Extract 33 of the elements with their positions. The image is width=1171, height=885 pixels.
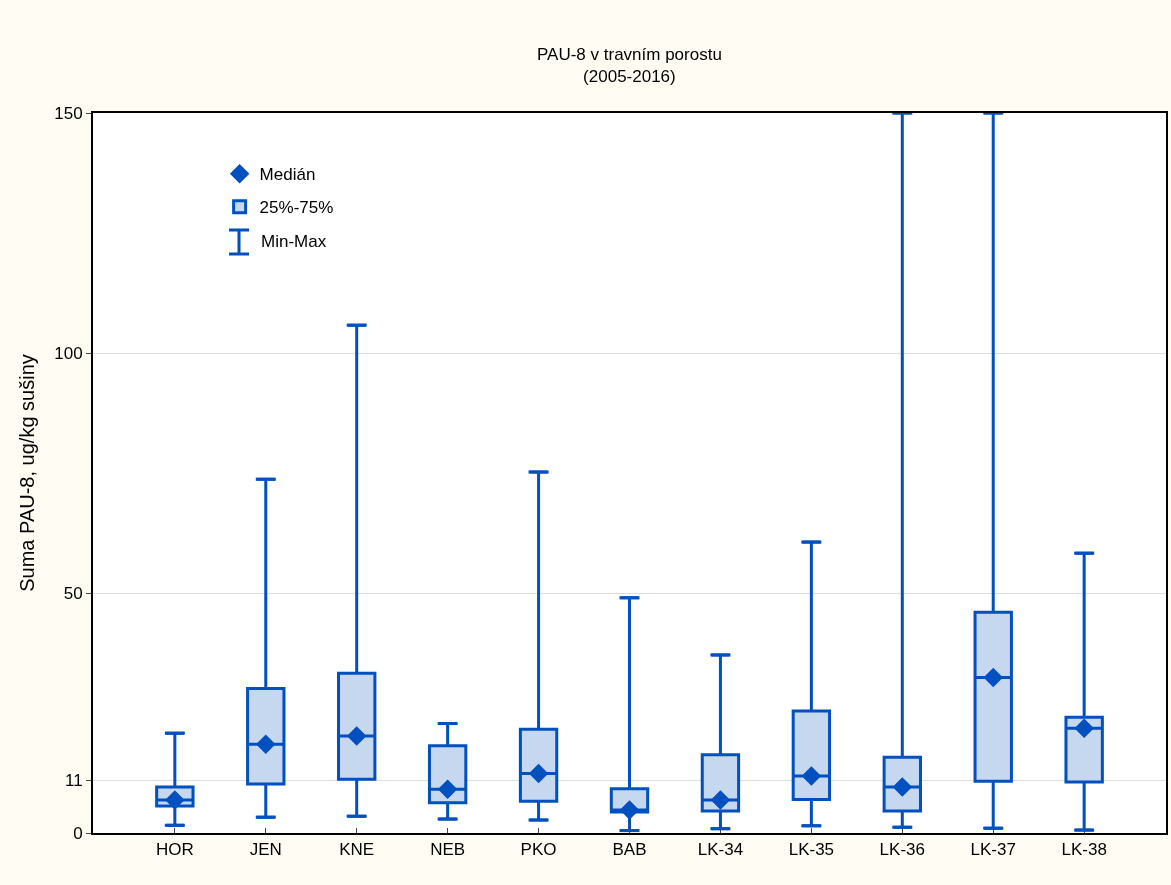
x-tick-label: LK-36	[879, 840, 925, 860]
point	[1074, 718, 1094, 739]
point	[710, 790, 731, 810]
point	[346, 726, 367, 746]
y-axis-title: Suma PAU-8, ug/kg sušiny	[16, 354, 39, 592]
chart-title: PAU-8 v travním porostu	[537, 45, 722, 64]
point	[256, 734, 276, 754]
point	[437, 779, 458, 800]
y-tick-label: 11	[64, 771, 83, 791]
x-tick-label: LK-35	[788, 840, 835, 860]
legend-label: Medián	[259, 165, 316, 185]
x-tick-label: BAB	[612, 840, 647, 860]
point	[892, 777, 913, 797]
point	[528, 763, 549, 784]
x-tick-label: LK-38	[1061, 840, 1107, 860]
point	[983, 667, 1003, 688]
x-tick-label: LK-37	[970, 840, 1016, 860]
x-tick-label: JEN	[249, 840, 282, 860]
point	[165, 790, 185, 810]
point	[619, 800, 640, 820]
x-tick-label: KNE	[339, 840, 375, 860]
x-tick-label: LK-34	[697, 840, 744, 860]
y-tick-label: 150	[54, 103, 83, 123]
point	[801, 766, 822, 786]
legend-label: 25%-75%	[259, 198, 334, 218]
x-tick-label: NEB	[430, 840, 466, 860]
x-tick-label: HOR	[155, 840, 194, 860]
y-tick-label: 0	[73, 823, 83, 843]
y-tick-label: 100	[54, 343, 83, 363]
annotation: Min-Max	[261, 232, 327, 251]
y-tick-label: 50	[63, 583, 83, 603]
x-tick-label: PKO	[520, 840, 557, 860]
chart-subtitle: (2005-2016)	[583, 67, 676, 87]
